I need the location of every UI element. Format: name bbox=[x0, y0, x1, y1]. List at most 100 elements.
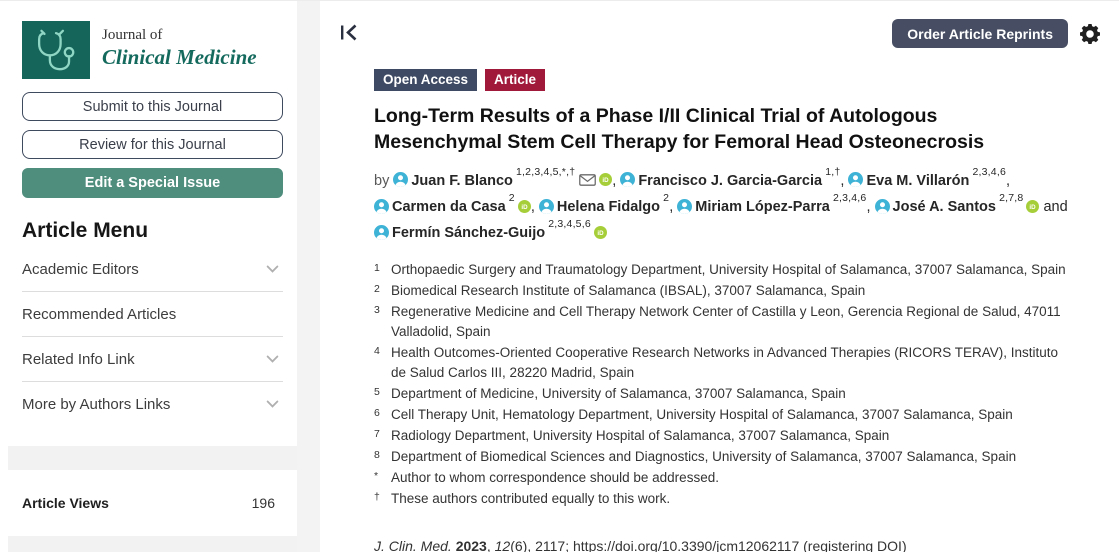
author-francisco-j-garcia-garcia[interactable]: Francisco J. Garcia-Garcia 1,† bbox=[620, 166, 840, 189]
journal-logo-text: Journal of Clinical Medicine bbox=[102, 21, 257, 70]
citation-journal: J. Clin. Med. bbox=[374, 537, 452, 552]
journal-logo[interactable]: Journal of Clinical Medicine bbox=[8, 11, 297, 79]
author-avatar-icon bbox=[848, 172, 864, 188]
sidebar-main-card: Journal of Clinical Medicine Submit to t… bbox=[8, 11, 297, 446]
author-affiliation-sup: 1,† bbox=[822, 165, 841, 178]
stethoscope-icon bbox=[37, 29, 75, 71]
chevron-down-icon bbox=[266, 355, 279, 363]
svg-text:iD: iD bbox=[597, 230, 604, 237]
article-title: Long-Term Results of a Phase I/II Clinic… bbox=[374, 105, 985, 153]
article-type-badge[interactable]: Article bbox=[485, 69, 546, 91]
journal-logo-icon bbox=[22, 21, 90, 79]
author-ferm-n-s-nchez-guijo[interactable]: Fermín Sánchez-Guijo 2,3,4,5,6 iD bbox=[374, 218, 607, 242]
orcid-icon[interactable]: iD bbox=[599, 173, 613, 187]
affiliation-item: 6 Cell Therapy Unit, Hematology Departmen… bbox=[374, 405, 1074, 425]
author-carmen-da-casa[interactable]: Carmen da Casa 2 iD bbox=[374, 192, 531, 216]
author-affiliation-sup: 2,3,4,6 bbox=[969, 165, 1006, 178]
sidebar-item-academic-editors[interactable]: Academic Editors bbox=[22, 247, 283, 292]
author-name[interactable]: Francisco J. Garcia-Garcia bbox=[638, 172, 823, 189]
affiliation-item: 7 Radiology Department, University Hospit… bbox=[374, 426, 1074, 446]
author-name[interactable]: Miriam López-Parra bbox=[695, 199, 830, 216]
sidebar-item-recommended-articles[interactable]: Recommended Articles bbox=[22, 292, 283, 337]
article-menu-title: Article Menu bbox=[22, 219, 149, 242]
author-name[interactable]: Fermín Sánchez-Guijo bbox=[392, 225, 546, 242]
author-name[interactable]: Eva M. Villarón bbox=[866, 172, 970, 189]
article-views-card: Article Views 196 bbox=[8, 470, 297, 536]
author-avatar-icon bbox=[620, 172, 636, 188]
affiliation-item: 3 Regenerative Medicine and Cell Therapy … bbox=[374, 302, 1074, 342]
author-name[interactable]: Carmen da Casa bbox=[392, 199, 506, 216]
journal-pretitle: Journal of bbox=[102, 27, 163, 43]
order-reprints-button[interactable]: Order Article Reprints bbox=[892, 19, 1068, 48]
affiliation-marker: 2 bbox=[374, 282, 380, 295]
affiliation-text: Author to whom correspondence should be … bbox=[391, 469, 719, 485]
affiliation-item: 4 Health Outcomes-Oriented Cooperative Re… bbox=[374, 343, 1074, 383]
author-name[interactable]: José A. Santos bbox=[892, 199, 996, 216]
author-avatar-icon bbox=[538, 198, 554, 214]
svg-text:iD: iD bbox=[603, 177, 610, 184]
affiliation-item: † These authors contributed equally to th… bbox=[374, 489, 1074, 509]
author-avatar-icon bbox=[374, 224, 389, 240]
author-jos-a-santos[interactable]: José A. Santos 2,7,8 iD bbox=[874, 192, 1040, 216]
affiliation-marker: 7 bbox=[374, 427, 380, 440]
author-avatar-icon bbox=[874, 198, 890, 214]
menu-item-label: Academic Editors bbox=[22, 260, 139, 278]
submit-to-journal-button[interactable]: Submit to this Journal bbox=[22, 92, 283, 121]
affiliation-item: 8 Department of Biomedical Sciences and D… bbox=[374, 447, 1074, 467]
affiliation-text: Health Outcomes-Oriented Cooperative Res… bbox=[391, 344, 1059, 380]
article-menu: Academic Editors Recommended Articles Rela… bbox=[22, 247, 283, 426]
article-header: Open Access Article Long-Term Results of… bbox=[374, 69, 1080, 552]
badges-row: Open Access Article bbox=[374, 69, 1080, 91]
affiliation-text: Department of Biomedical Sciences and Di… bbox=[391, 448, 1017, 464]
open-access-badge[interactable]: Open Access bbox=[374, 69, 478, 91]
settings-gear-icon[interactable] bbox=[1078, 22, 1102, 46]
affiliation-text: Biomedical Research Institute of Salaman… bbox=[391, 282, 866, 298]
journal-title: Clinical Medicine bbox=[102, 45, 257, 69]
menu-item-label: More by Authors Links bbox=[22, 395, 171, 413]
citation-separator: , bbox=[486, 537, 495, 552]
author-affiliation-sup: 2 bbox=[660, 191, 670, 204]
author-affiliation-sup: 1,2,3,4,5,*,† bbox=[512, 165, 576, 178]
orcid-icon[interactable]: iD bbox=[593, 225, 607, 239]
author-eva-m-villar-n[interactable]: Eva M. Villarón 2,3,4,6 bbox=[848, 166, 1006, 189]
author-helena-fidalgo[interactable]: Helena Fidalgo 2 bbox=[538, 192, 669, 216]
affiliation-marker: 1 bbox=[374, 261, 380, 274]
affiliation-marker: 4 bbox=[374, 344, 380, 357]
author-name[interactable]: Helena Fidalgo bbox=[556, 199, 661, 216]
main-content: Order Article Reprints Open Access Artic… bbox=[320, 1, 1119, 552]
collapse-sidebar-icon[interactable] bbox=[340, 24, 358, 41]
author-juan-f-blanco[interactable]: Juan F. Blanco 1,2,3,4,5,*,† iD bbox=[393, 166, 613, 189]
citation-note: (registering DOI) bbox=[799, 537, 907, 552]
orcid-icon[interactable]: iD bbox=[517, 199, 531, 213]
affiliation-marker: 3 bbox=[374, 303, 380, 316]
authors-line: by Juan F. Blanco 1,2,3,4,5,*,† iD, Franc… bbox=[374, 165, 1068, 242]
svg-text:iD: iD bbox=[521, 203, 528, 210]
edit-special-issue-button[interactable]: Edit a Special Issue bbox=[22, 168, 283, 198]
author-affiliation-sup: 2 bbox=[505, 191, 515, 204]
affiliation-text: Orthopaedic Surgery and Traumatology Dep… bbox=[391, 261, 1066, 277]
author-name[interactable]: Juan F. Blanco bbox=[411, 172, 513, 189]
email-icon[interactable] bbox=[579, 174, 597, 186]
affiliations-list: 1 Orthopaedic Surgery and Traumatology De… bbox=[374, 260, 1074, 509]
by-label: by bbox=[374, 172, 390, 189]
sidebar-item-more-by-authors-links[interactable]: More by Authors Links bbox=[22, 382, 283, 426]
citation-volume: 12 bbox=[494, 537, 511, 552]
affiliation-marker: † bbox=[374, 490, 380, 503]
citation-year: 2023 bbox=[451, 537, 487, 552]
author-miriam-l-pez-parra[interactable]: Miriam López-Parra 2,3,4,6 bbox=[677, 192, 866, 216]
sidebar: Journal of Clinical Medicine Submit to t… bbox=[8, 11, 297, 552]
article-views-label: Article Views bbox=[22, 495, 109, 511]
sidebar-gutter bbox=[297, 1, 320, 552]
top-actions: Order Article Reprints bbox=[892, 19, 1102, 48]
affiliation-text: Cell Therapy Unit, Hematology Department… bbox=[391, 406, 1013, 422]
review-for-journal-button[interactable]: Review for this Journal bbox=[22, 130, 283, 159]
citation-doi-link[interactable]: https://doi.org/10.3390/jcm12062117 bbox=[573, 537, 800, 552]
affiliation-text: Radiology Department, University Hospita… bbox=[391, 427, 890, 443]
author-avatar-icon bbox=[374, 198, 389, 214]
affiliation-item: * Author to whom correspondence should be… bbox=[374, 468, 1074, 488]
affiliation-marker: 6 bbox=[374, 406, 380, 419]
orcid-icon[interactable]: iD bbox=[1026, 199, 1040, 213]
author-affiliation-sup: 2,3,4,6 bbox=[829, 191, 867, 204]
sidebar-item-related-info-link[interactable]: Related Info Link bbox=[22, 337, 283, 382]
